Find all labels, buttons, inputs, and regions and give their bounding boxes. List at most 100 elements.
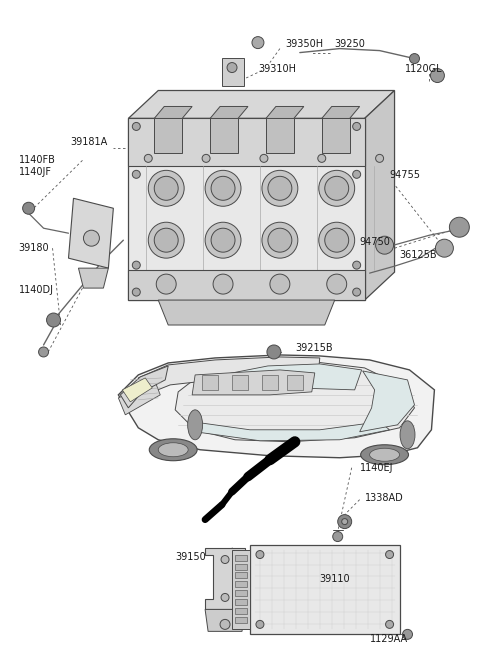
Text: 94750: 94750 <box>360 237 391 247</box>
Ellipse shape <box>370 448 399 461</box>
Polygon shape <box>266 119 294 153</box>
Polygon shape <box>195 422 390 441</box>
Polygon shape <box>128 91 395 119</box>
Circle shape <box>211 176 235 200</box>
Circle shape <box>319 170 355 206</box>
Circle shape <box>385 550 394 558</box>
Circle shape <box>132 170 140 178</box>
Circle shape <box>252 36 264 48</box>
Circle shape <box>353 261 360 269</box>
Text: 1140FB: 1140FB <box>19 155 56 165</box>
Polygon shape <box>205 609 245 631</box>
Bar <box>235 609 247 615</box>
Polygon shape <box>365 91 395 300</box>
Circle shape <box>220 619 230 629</box>
Ellipse shape <box>188 410 203 440</box>
Bar <box>232 375 248 390</box>
Text: 39250: 39250 <box>335 38 366 48</box>
Circle shape <box>23 202 35 214</box>
Circle shape <box>319 222 355 258</box>
Circle shape <box>353 170 360 178</box>
Circle shape <box>268 228 292 252</box>
Text: 1129AA: 1129AA <box>370 634 408 644</box>
Circle shape <box>353 123 360 131</box>
Bar <box>235 617 247 623</box>
Circle shape <box>132 123 140 131</box>
Polygon shape <box>322 107 360 119</box>
Bar <box>235 554 247 560</box>
Text: 36125B: 36125B <box>399 250 437 260</box>
Circle shape <box>205 222 241 258</box>
Circle shape <box>156 274 176 294</box>
Polygon shape <box>154 107 192 119</box>
Circle shape <box>256 550 264 558</box>
Bar <box>222 58 244 86</box>
Polygon shape <box>120 366 168 408</box>
Circle shape <box>47 313 60 327</box>
Circle shape <box>353 288 360 296</box>
Circle shape <box>221 593 229 601</box>
Circle shape <box>270 274 290 294</box>
Circle shape <box>221 556 229 564</box>
Circle shape <box>376 236 394 254</box>
Polygon shape <box>138 357 320 395</box>
Circle shape <box>325 176 348 200</box>
Bar <box>235 599 247 605</box>
Text: 39310H: 39310H <box>258 64 296 74</box>
Text: 39110: 39110 <box>320 574 350 585</box>
Circle shape <box>213 274 233 294</box>
Ellipse shape <box>400 421 415 449</box>
Polygon shape <box>175 362 415 442</box>
Polygon shape <box>154 119 182 153</box>
Text: 1140JF: 1140JF <box>19 167 52 177</box>
Circle shape <box>268 176 292 200</box>
Circle shape <box>409 54 420 64</box>
Circle shape <box>325 228 348 252</box>
Bar <box>235 581 247 587</box>
Circle shape <box>403 629 412 639</box>
Polygon shape <box>78 268 108 288</box>
Polygon shape <box>119 355 434 457</box>
Circle shape <box>376 154 384 162</box>
Circle shape <box>449 217 469 237</box>
Circle shape <box>318 154 326 162</box>
Circle shape <box>202 154 210 162</box>
Bar <box>262 375 278 390</box>
Polygon shape <box>128 119 365 166</box>
Text: 1120GL: 1120GL <box>405 64 442 74</box>
Polygon shape <box>210 364 361 393</box>
Circle shape <box>38 347 48 357</box>
Bar <box>235 591 247 597</box>
Circle shape <box>385 621 394 629</box>
Ellipse shape <box>360 445 408 465</box>
Circle shape <box>256 621 264 629</box>
Circle shape <box>260 154 268 162</box>
Circle shape <box>327 274 347 294</box>
Circle shape <box>227 62 237 72</box>
Polygon shape <box>128 119 365 300</box>
Circle shape <box>342 518 348 524</box>
Text: 39350H: 39350H <box>285 38 323 48</box>
Circle shape <box>148 222 184 258</box>
Circle shape <box>132 288 140 296</box>
Text: 1140EJ: 1140EJ <box>360 463 393 473</box>
Circle shape <box>132 261 140 269</box>
Polygon shape <box>128 270 365 300</box>
Polygon shape <box>69 198 113 268</box>
Ellipse shape <box>158 443 188 457</box>
Polygon shape <box>322 119 350 153</box>
Text: 1140DJ: 1140DJ <box>19 285 54 295</box>
Circle shape <box>338 514 352 528</box>
Polygon shape <box>210 119 238 153</box>
Text: 94755: 94755 <box>390 170 420 180</box>
Circle shape <box>84 230 99 246</box>
Ellipse shape <box>149 439 197 461</box>
Circle shape <box>205 170 241 206</box>
Polygon shape <box>192 370 315 395</box>
Bar <box>235 572 247 579</box>
Circle shape <box>154 228 178 252</box>
Bar <box>235 564 247 570</box>
Bar <box>202 375 218 390</box>
Circle shape <box>144 154 152 162</box>
Text: 39180: 39180 <box>19 243 49 253</box>
